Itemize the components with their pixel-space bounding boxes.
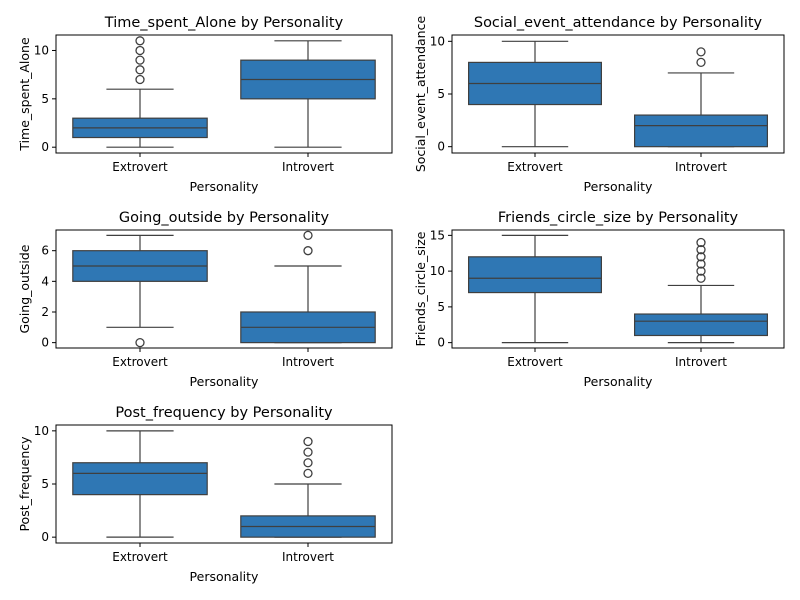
axes-frame (451, 229, 785, 349)
box-extrovert (72, 234, 208, 348)
outlier-point (696, 47, 706, 57)
subplot-title: Going_outside by Personality (119, 210, 330, 226)
x-axis-label: Personality (584, 179, 654, 194)
y-tick-label: 0 (437, 140, 445, 154)
y-axis-label: Going_outside (17, 244, 32, 333)
box-iqr (468, 256, 603, 294)
x-tick-label: Extrovert (507, 355, 563, 369)
box-iqr (72, 462, 208, 496)
box-extrovert (468, 40, 603, 148)
x-axis-label: Personality (190, 179, 260, 194)
outlier-point (696, 245, 706, 255)
box-extrovert (72, 36, 208, 148)
y-tick-label: 0 (437, 336, 445, 350)
y-axis-label: Social_event_attendance (413, 16, 428, 173)
subplot-title: Social_event_attendance by Personality (474, 15, 763, 31)
box-introvert (633, 47, 768, 148)
x-tick-label: Introvert (675, 160, 727, 174)
box-introvert (633, 237, 768, 344)
subplot-title: Time_spent_Alone by Personality (104, 15, 344, 31)
y-tick-label: 10 (430, 264, 445, 278)
x-tick-label: Introvert (282, 160, 334, 174)
outlier-point (696, 252, 706, 262)
x-tick-label: Extrovert (507, 160, 563, 174)
axes-frame (55, 424, 393, 544)
y-axis-label: Post_frequency (17, 436, 32, 532)
box-introvert (240, 40, 376, 148)
outlier-point (696, 237, 706, 248)
x-tick-label: Extrovert (112, 355, 168, 369)
x-tick-label: Introvert (282, 550, 334, 564)
x-tick-label: Introvert (675, 355, 727, 369)
outlier-point (696, 273, 706, 283)
x-axis-label: Personality (584, 374, 654, 389)
x-tick-label: Extrovert (112, 160, 168, 174)
x-axis-label: Personality (190, 569, 260, 584)
outlier-point (696, 259, 706, 269)
outlier-point (303, 230, 313, 241)
outlier-point (135, 45, 145, 56)
subplot-title: Friends_circle_size by Personality (498, 210, 739, 226)
y-axis-label: Friends_circle_size (413, 231, 428, 346)
outlier-point (303, 246, 313, 256)
box-introvert (240, 230, 376, 344)
y-tick-label: 10 (34, 424, 49, 438)
y-tick-label: 5 (41, 92, 49, 106)
y-tick-label: 0 (41, 336, 49, 350)
outlier-point (135, 65, 145, 75)
subplot-title: Post_frequency by Personality (115, 405, 333, 421)
outlier-point (135, 55, 145, 65)
x-tick-label: Introvert (282, 355, 334, 369)
subplot-1: Time_spent_Alone by Personality 0 5 10 Extro… (17, 15, 393, 194)
axes-frame (55, 34, 393, 154)
subplot-3: Going_outside by Personality 0 2 4 6 Extrover… (17, 210, 393, 389)
box-introvert (240, 436, 376, 538)
y-tick-label: 10 (34, 43, 49, 57)
outlier-point (303, 458, 313, 468)
outlier-point (135, 337, 145, 348)
y-tick-label: 2 (41, 305, 49, 319)
subplot-4: Friends_circle_size by Personality 0 5 10 15… (413, 210, 785, 389)
outlier-point (303, 447, 313, 457)
subplot-5: Post_frequency by Personality 0 5 10 Extrove… (17, 405, 393, 584)
y-tick-label: 5 (437, 87, 445, 101)
axes-frame (55, 229, 393, 349)
subplot-2: Social_event_attendance by Personality 0 5… (413, 15, 785, 194)
y-tick-label: 4 (41, 274, 49, 288)
y-axis-label: Time_spent_Alone (17, 37, 32, 152)
box-extrovert (72, 430, 208, 538)
y-tick-label: 0 (41, 140, 49, 154)
box-iqr (633, 114, 768, 148)
y-tick-label: 5 (437, 300, 445, 314)
axes-frame (451, 34, 785, 154)
outlier-point (303, 436, 313, 447)
y-tick-label: 0 (41, 530, 49, 544)
box-iqr (633, 313, 768, 337)
outlier-point (135, 74, 145, 85)
y-tick-label: 6 (41, 244, 49, 258)
outlier-point (135, 36, 145, 46)
outlier-point (696, 266, 706, 276)
outlier-point (696, 57, 706, 68)
box-extrovert (468, 234, 603, 344)
x-tick-label: Extrovert (112, 550, 168, 564)
outlier-point (303, 468, 313, 479)
y-tick-label: 10 (430, 34, 445, 48)
x-axis-label: Personality (190, 374, 260, 389)
y-tick-label: 5 (41, 477, 49, 491)
y-tick-label: 15 (430, 228, 445, 242)
